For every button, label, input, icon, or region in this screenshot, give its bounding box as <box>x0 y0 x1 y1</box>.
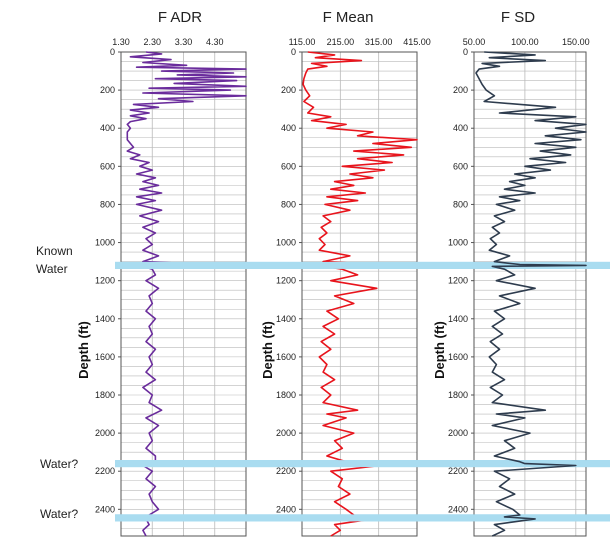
y-tick-label: 200 <box>281 85 296 95</box>
x-tick-label: 215.00 <box>327 37 355 47</box>
y-tick-label: 1200 <box>276 276 296 286</box>
y-axis-label-f-sd: Depth (ft) <box>432 321 447 379</box>
panel-f-sd: F SD Depth (ft) 50.00 100.00 150.00 0 200 400… <box>115 9 610 537</box>
x-tick-label: 50.00 <box>463 37 486 47</box>
y-tick-label: 800 <box>100 199 115 209</box>
y-tick-label: 2000 <box>276 428 296 438</box>
plot-frame <box>120 51 247 537</box>
panel-f-adr: F ADR Depth (ft) 1.30 2.30 3.30 4.30 0 200 400… <box>76 9 610 537</box>
y-tick-label: 1600 <box>95 352 115 362</box>
x-tick-label: 3.30 <box>175 37 193 47</box>
y-tick-label: 2200 <box>95 466 115 476</box>
y-tick-label: 400 <box>453 123 468 133</box>
plot-frame <box>301 51 418 537</box>
y-axis-label-f-adr: Depth (ft) <box>76 321 91 379</box>
y-tick-label: 1800 <box>95 390 115 400</box>
y-tick-label: 800 <box>453 199 468 209</box>
y-tick-label: 1800 <box>448 390 468 400</box>
y-tick-label: 600 <box>453 161 468 171</box>
water-band-segment <box>115 261 610 269</box>
annotation-water-q1: Water? <box>40 457 79 471</box>
annotations: Known Water Water? Water? <box>36 244 79 521</box>
y-tick-label: 800 <box>281 199 296 209</box>
y-tick-label: 200 <box>100 85 115 95</box>
y-tick-label: 2400 <box>95 504 115 514</box>
y-tick-label: 2000 <box>95 428 115 438</box>
series-line <box>302 51 418 537</box>
y-tick-label: 1400 <box>276 314 296 324</box>
x-tick-label: 4.30 <box>206 37 224 47</box>
y-tick-label: 1400 <box>95 314 115 324</box>
y-tick-label: 1000 <box>95 238 115 248</box>
water-band-segment <box>115 460 610 468</box>
y-tick-label: 2000 <box>448 428 468 438</box>
y-tick-label: 600 <box>100 161 115 171</box>
y-tick-label: 1800 <box>276 390 296 400</box>
series-line <box>475 51 587 537</box>
y-tick-label: 400 <box>100 123 115 133</box>
annotation-known-water-line1: Known <box>36 244 73 258</box>
y-tick-label: 1600 <box>276 352 296 362</box>
y-tick-label: 1000 <box>448 238 468 248</box>
y-axis-label-f-mean: Depth (ft) <box>260 321 275 379</box>
water-band-segment <box>115 514 610 522</box>
annotation-water-q2: Water? <box>40 507 79 521</box>
x-tick-label: 100.00 <box>511 37 539 47</box>
y-tick-label: 2200 <box>448 466 468 476</box>
series-line <box>126 51 247 537</box>
y-tick-label: 200 <box>453 85 468 95</box>
y-tick-label: 1200 <box>448 276 468 286</box>
y-tick-label: 2400 <box>448 504 468 514</box>
y-tick-label: 0 <box>291 47 296 57</box>
y-tick-label: 0 <box>110 47 115 57</box>
y-tick-label: 600 <box>281 161 296 171</box>
y-tick-label: 1600 <box>448 352 468 362</box>
x-tick-label: 315.00 <box>365 37 393 47</box>
panel-title-f-sd: F SD <box>501 9 535 26</box>
y-tick-label: 2400 <box>276 504 296 514</box>
y-tick-label: 1200 <box>95 276 115 286</box>
y-tick-label: 400 <box>281 123 296 133</box>
x-tick-label: 150.00 <box>562 37 590 47</box>
plot-area-f-sd: 50.00 100.00 150.00 0 200 400 600 800 1000 1200 14… <box>115 37 610 537</box>
annotation-known-water-line2: Water <box>36 262 68 276</box>
y-tick-label: 2200 <box>276 466 296 476</box>
x-tick-label: 2.30 <box>143 37 161 47</box>
plot-frame <box>473 51 587 537</box>
x-tick-label: 1.30 <box>112 37 130 47</box>
y-tick-label: 1000 <box>276 238 296 248</box>
panel-title-f-adr: F ADR <box>158 9 202 26</box>
panel-title-f-mean: F Mean <box>323 9 374 26</box>
x-tick-label: 115.00 <box>289 37 316 47</box>
y-tick-label: 1400 <box>448 314 468 324</box>
y-tick-label: 0 <box>463 47 468 57</box>
x-tick-label: 415.00 <box>403 37 431 47</box>
